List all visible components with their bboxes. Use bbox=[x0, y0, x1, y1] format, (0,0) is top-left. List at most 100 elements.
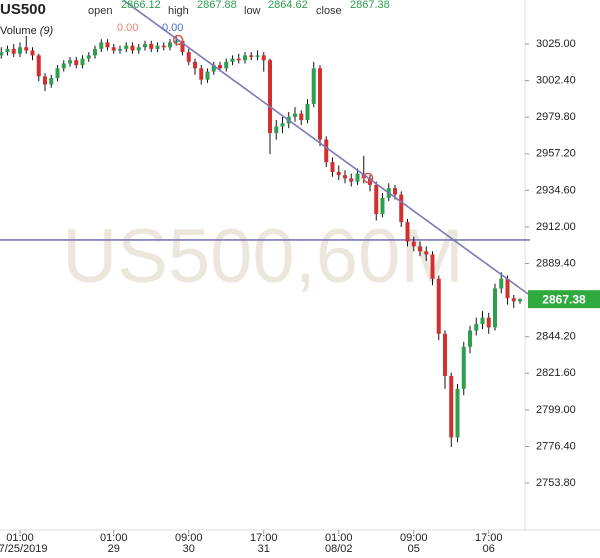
candle-body bbox=[0, 52, 4, 56]
candle-body bbox=[43, 76, 47, 85]
candle-body bbox=[111, 47, 116, 51]
candle-body bbox=[293, 113, 297, 117]
candle-body bbox=[255, 55, 260, 57]
x-tick-label: 17:00 bbox=[250, 532, 278, 544]
candle-body bbox=[30, 50, 35, 56]
candle-body bbox=[336, 171, 341, 176]
candle-body bbox=[11, 48, 16, 54]
volume-value: 0.00 bbox=[117, 22, 138, 34]
candle-body bbox=[505, 278, 510, 299]
candle-body bbox=[130, 45, 135, 51]
candle-body bbox=[461, 346, 466, 389]
candle-body bbox=[261, 55, 266, 61]
trend-anchor bbox=[172, 34, 184, 46]
candle-body bbox=[136, 47, 141, 51]
candle-body bbox=[224, 61, 229, 69]
candle-body bbox=[511, 298, 516, 302]
y-tick-label: 2844.20 bbox=[536, 331, 576, 343]
candle-body bbox=[268, 60, 272, 134]
candle-body bbox=[305, 103, 310, 121]
candle-body bbox=[249, 55, 254, 57]
candle-body bbox=[149, 44, 154, 49]
trend-line bbox=[122, 0, 531, 297]
candle-body bbox=[155, 45, 160, 49]
volume-param: (9) bbox=[40, 25, 54, 37]
x-date-label: 31 bbox=[258, 543, 270, 555]
candle-body bbox=[299, 113, 304, 121]
y-tick-label: 2912.00 bbox=[536, 221, 576, 233]
candle-body bbox=[343, 175, 347, 179]
ohlc-value: 2864.62 bbox=[268, 0, 308, 11]
candle-body bbox=[349, 178, 354, 182]
x-date-label: 06 bbox=[483, 543, 495, 555]
candle-body bbox=[518, 299, 522, 302]
x-date-label: 05 bbox=[408, 543, 420, 555]
candle-body bbox=[374, 184, 379, 215]
x-date-label: 30 bbox=[183, 543, 195, 555]
candle-body bbox=[393, 188, 397, 195]
candle-body bbox=[330, 162, 335, 172]
y-tick-label: 3002.40 bbox=[536, 75, 576, 87]
x-tick-label: 01:00 bbox=[100, 532, 128, 544]
candle-body bbox=[49, 78, 54, 85]
candle-body bbox=[55, 68, 60, 79]
candle-body bbox=[493, 288, 497, 328]
candle-body bbox=[36, 55, 41, 77]
candle-body bbox=[486, 317, 491, 328]
candle-body bbox=[430, 254, 435, 279]
watermark: US500,60M bbox=[62, 214, 463, 299]
ohlc-label: low bbox=[244, 5, 261, 17]
candle-body bbox=[405, 222, 410, 242]
candle-body bbox=[211, 65, 216, 72]
ohlc-label: close bbox=[316, 5, 342, 17]
candle-body bbox=[180, 40, 185, 53]
volume-label: Volume (9) bbox=[0, 25, 54, 37]
candle-body bbox=[199, 68, 204, 80]
candle-body bbox=[311, 68, 316, 104]
trend-anchor bbox=[362, 172, 374, 184]
candle-body bbox=[80, 58, 85, 66]
candle-body bbox=[24, 47, 29, 51]
ohlc-value: 2867.88 bbox=[197, 0, 237, 11]
candle-body bbox=[274, 126, 279, 134]
ohlc-label: open bbox=[88, 5, 112, 17]
x-date-label: 29 bbox=[108, 543, 120, 555]
candle-body bbox=[474, 324, 479, 331]
y-tick-label: 2776.40 bbox=[536, 440, 576, 452]
y-tick-label: 3025.00 bbox=[536, 38, 576, 50]
x-date-label: 08/02 bbox=[325, 543, 353, 555]
candle-body bbox=[418, 246, 422, 252]
candle-body bbox=[380, 197, 385, 215]
x-tick-label: 09:00 bbox=[175, 532, 203, 544]
x-tick-label: 01:00 bbox=[325, 532, 353, 544]
candle-body bbox=[411, 241, 416, 247]
ohlc-value: 2867.38 bbox=[350, 0, 390, 11]
candle-body bbox=[205, 71, 210, 80]
x-tick-label: 17:00 bbox=[475, 532, 503, 544]
ohlc-value: 2866.12 bbox=[121, 0, 161, 11]
candle-body bbox=[355, 173, 360, 182]
candle-body bbox=[161, 45, 166, 48]
candle-body bbox=[5, 48, 10, 53]
last-price-label: 2867.38 bbox=[542, 292, 586, 306]
x-tick-label: 01:00 bbox=[6, 532, 34, 544]
candle-body bbox=[193, 61, 197, 69]
candle-body bbox=[168, 42, 172, 48]
candle-body bbox=[93, 48, 97, 56]
last-price-box bbox=[528, 290, 600, 309]
y-tick-label: 2979.80 bbox=[536, 111, 576, 123]
candle-body bbox=[243, 55, 247, 61]
y-tick-label: 2889.40 bbox=[536, 257, 576, 269]
candle-body bbox=[455, 388, 460, 438]
y-tick-label: 2753.80 bbox=[536, 477, 576, 489]
x-date-label: 07/25/2019 bbox=[0, 543, 48, 555]
candle-body bbox=[124, 45, 129, 49]
volume-value: 0.00 bbox=[162, 22, 183, 34]
candle-body bbox=[18, 47, 22, 54]
y-tick-label: 2934.60 bbox=[536, 184, 576, 196]
candle-body bbox=[86, 55, 91, 59]
candle-body bbox=[68, 60, 72, 64]
candle-body bbox=[436, 278, 441, 334]
candle-body bbox=[174, 40, 179, 43]
